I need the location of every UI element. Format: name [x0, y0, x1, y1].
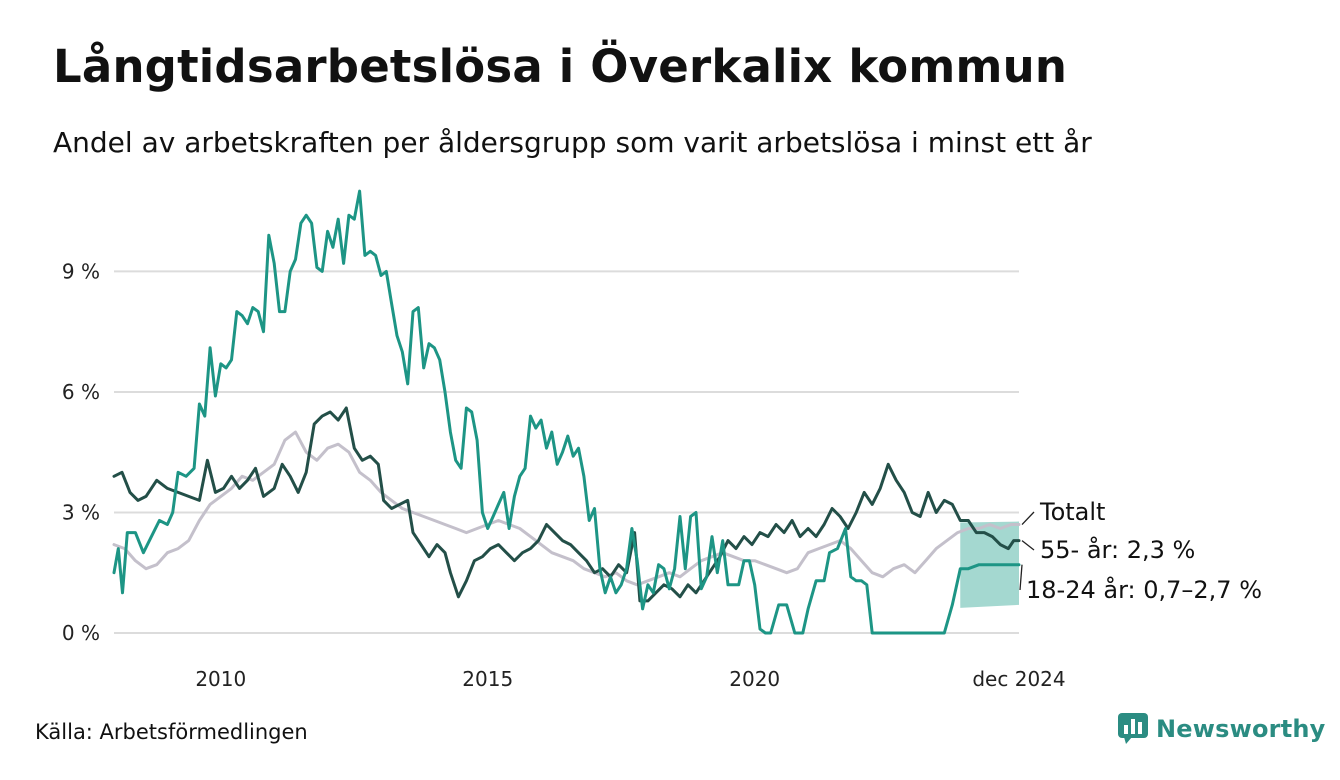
chart-subtitle: Andel av arbetskraften per åldersgrupp s…	[53, 126, 1092, 159]
series-line-total	[112, 430, 1021, 587]
brand-logo[interactable]: Newsworthy	[1118, 713, 1326, 745]
y-tick-label: 3 %	[62, 500, 100, 524]
series-line-age1824	[112, 189, 1021, 635]
y-tick-label: 9 %	[62, 259, 100, 283]
brand-name: Newsworthy	[1156, 715, 1326, 743]
end-label-totalt: Totalt	[1039, 498, 1105, 526]
end-label-leader	[1019, 564, 1023, 591]
x-tick-label: dec 2024	[972, 667, 1065, 691]
y-tick-label: 6 %	[62, 380, 100, 404]
end-label-18-24-r: 18-24 år: 0,7–2,7 %	[1026, 575, 1262, 604]
y-axis-ticks: 0 % 3 % 6 % 9 %	[62, 259, 100, 645]
end-labels: Totalt 55- år: 2,3 % 18-24 år: 0,7–2,7 %	[1019, 498, 1262, 604]
end-label-leader	[1021, 540, 1035, 551]
gridlines	[114, 270, 1019, 634]
x-tick-label: 2010	[195, 667, 246, 691]
newsworthy-logo-icon	[1118, 713, 1148, 744]
x-axis-ticks: 2010 2015 2020 dec 2024	[195, 667, 1065, 691]
x-tick-label: 2015	[462, 667, 513, 691]
end-label-leader	[1021, 511, 1035, 525]
series-line-age55	[112, 406, 1021, 603]
source-note: Källa: Arbetsförmedlingen	[35, 720, 308, 744]
end-label-55-r: 55- år: 2,3 %	[1040, 535, 1195, 564]
y-tick-label: 0 %	[62, 621, 100, 645]
chart-title: Långtidsarbetslösa i Överkalix kommun	[53, 40, 1068, 93]
x-tick-label: 2020	[729, 667, 780, 691]
series-layer	[112, 189, 1021, 635]
